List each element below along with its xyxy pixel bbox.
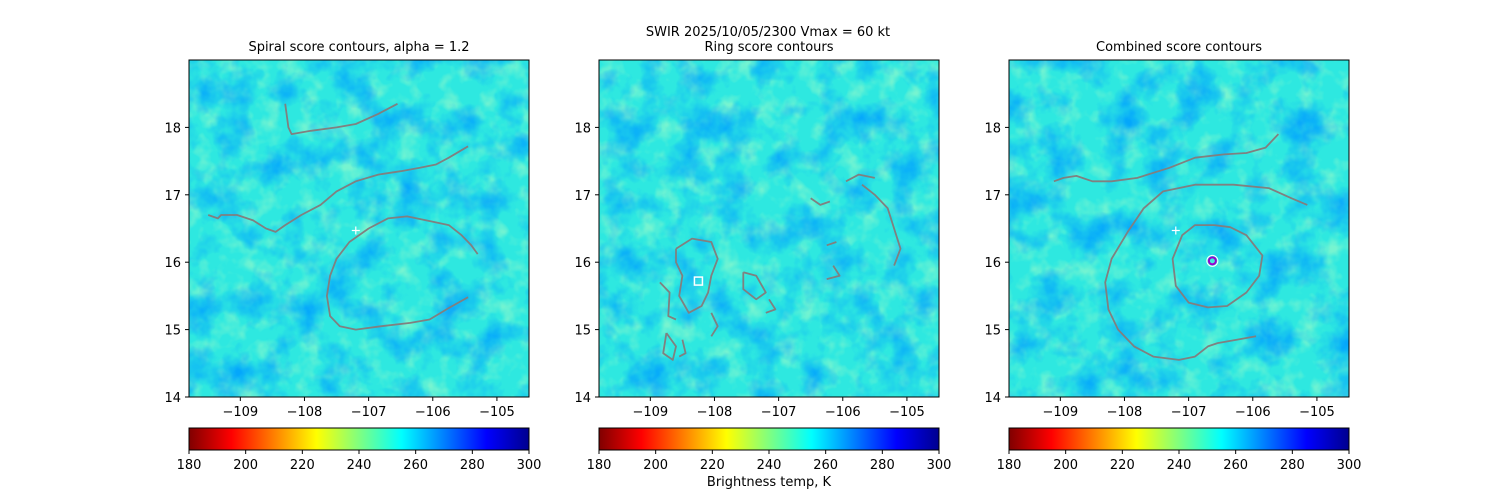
x-tick-label: −105 — [889, 405, 925, 420]
square-marker — [693, 276, 704, 286]
center-marker-ring — [1206, 254, 1219, 267]
contour-line — [826, 265, 841, 280]
colorbar: 180 200 220 240 260 280 300 — [587, 427, 952, 473]
contour-line — [765, 298, 777, 314]
colorbar-tick-label: 220 — [700, 458, 725, 473]
colorbar: 180 200 220 240 260 280 300 — [997, 427, 1362, 473]
y-tick-label: 17 — [574, 189, 591, 204]
colorbar-tick-label: 220 — [290, 458, 315, 473]
contour-line — [662, 332, 677, 361]
y-tick-label: 16 — [574, 256, 591, 271]
colorbar-tick-label: 240 — [1167, 458, 1192, 473]
x-tick-label: −107 — [351, 405, 387, 420]
colorbar-tick-label: 200 — [1053, 458, 1078, 473]
contour-line — [675, 237, 719, 314]
x-tick-label: −106 — [1235, 405, 1271, 420]
contour-line — [659, 281, 677, 321]
colorbar-tick-label: 200 — [643, 458, 668, 473]
y-tick-label: 15 — [164, 324, 181, 339]
colorbar-tick-label: 180 — [997, 458, 1022, 473]
colorbar-tick-label: 260 — [1223, 458, 1248, 473]
contour-line — [845, 173, 875, 183]
contour-line — [1053, 133, 1280, 183]
x-tick-label: −105 — [479, 405, 515, 420]
contour-line — [861, 183, 902, 266]
y-tick-label: 15 — [574, 324, 591, 339]
contour-line — [207, 145, 469, 233]
colorbar-tick-label: 280 — [460, 458, 485, 473]
y-tick-label: 16 — [984, 256, 1001, 271]
x-tick-label: −108 — [287, 405, 323, 420]
x-tick-label: −109 — [222, 405, 258, 420]
x-tick-label: −107 — [761, 405, 797, 420]
colorbar: 180 200 220 240 260 280 300 — [177, 427, 542, 473]
contour-line — [326, 215, 479, 331]
x-tick-label: −105 — [1299, 405, 1335, 420]
heatmap — [1009, 60, 1349, 397]
panel-2: Ring score contours −109 −108 −107 −106 −105 1… — [574, 40, 951, 473]
x-tick-label: −109 — [632, 405, 668, 420]
center-marker — [1207, 256, 1217, 266]
contour-line — [1104, 183, 1308, 361]
colorbar-tick-label: 260 — [403, 458, 428, 473]
axes-frame — [598, 59, 940, 398]
panel-title: Combined score contours — [1096, 40, 1262, 55]
colorbar-tick-label: 220 — [1110, 458, 1135, 473]
suptitle: SWIR 2025/10/05/2300 Vmax = 60 kt — [646, 25, 890, 40]
y-tick-label: 14 — [164, 391, 181, 406]
panel-1: Spiral score contours, alpha = 1.2 −109 −1… — [164, 40, 541, 473]
colorbar-tick-label: 280 — [1280, 458, 1305, 473]
y-tick-label: 18 — [574, 121, 591, 136]
contour-line — [742, 271, 767, 301]
colorbar-tick-label: 300 — [1337, 458, 1362, 473]
x-tick-label: −106 — [415, 405, 451, 420]
x-tick-label: −109 — [1042, 405, 1078, 420]
contour-line — [810, 197, 831, 206]
colorbar-tick-label: 300 — [927, 458, 952, 473]
panel-title: Ring score contours — [704, 40, 833, 55]
colorbar-tick-label: 200 — [233, 458, 258, 473]
colorbar-gradient — [598, 427, 940, 451]
panel-title: Spiral score contours, alpha = 1.2 — [248, 40, 469, 55]
x-tick-label: −107 — [1171, 405, 1207, 420]
y-tick-label: 17 — [984, 189, 1001, 204]
colorbar-gradient — [1008, 427, 1350, 451]
plus-marker — [351, 226, 360, 235]
contour-line — [710, 312, 719, 337]
y-tick-label: 18 — [984, 121, 1001, 136]
heatmap — [599, 60, 939, 397]
colorbar-tick-label: 280 — [870, 458, 895, 473]
y-tick-label: 16 — [164, 256, 181, 271]
axes-frame — [1008, 59, 1350, 398]
x-tick-label: −108 — [697, 405, 733, 420]
panel-3: Combined score contours −109 −108 −107 −106 −… — [984, 40, 1361, 473]
colorbar-tick-label: 180 — [177, 458, 202, 473]
colorbar-gradient — [188, 427, 530, 451]
colorbar-tick-label: 260 — [813, 458, 838, 473]
plus-marker — [1171, 226, 1180, 235]
contour-line — [284, 103, 398, 135]
y-tick-label: 14 — [984, 391, 1001, 406]
contour-line — [826, 241, 837, 247]
contour-line — [1171, 224, 1264, 309]
x-tick-label: −108 — [1107, 405, 1143, 420]
colorbar-tick-label: 240 — [347, 458, 372, 473]
colorbar-label: Brightness temp, K — [707, 475, 832, 490]
y-tick-label: 18 — [164, 121, 181, 136]
colorbar-tick-label: 240 — [757, 458, 782, 473]
contour-line — [678, 339, 687, 358]
axes-frame — [188, 59, 530, 398]
x-tick-label: −106 — [825, 405, 861, 420]
heatmap — [189, 60, 529, 397]
colorbar-tick-label: 300 — [517, 458, 542, 473]
colorbar-tick-label: 180 — [587, 458, 612, 473]
y-tick-label: 17 — [164, 189, 181, 204]
y-tick-label: 15 — [984, 324, 1001, 339]
y-tick-label: 14 — [574, 391, 591, 406]
